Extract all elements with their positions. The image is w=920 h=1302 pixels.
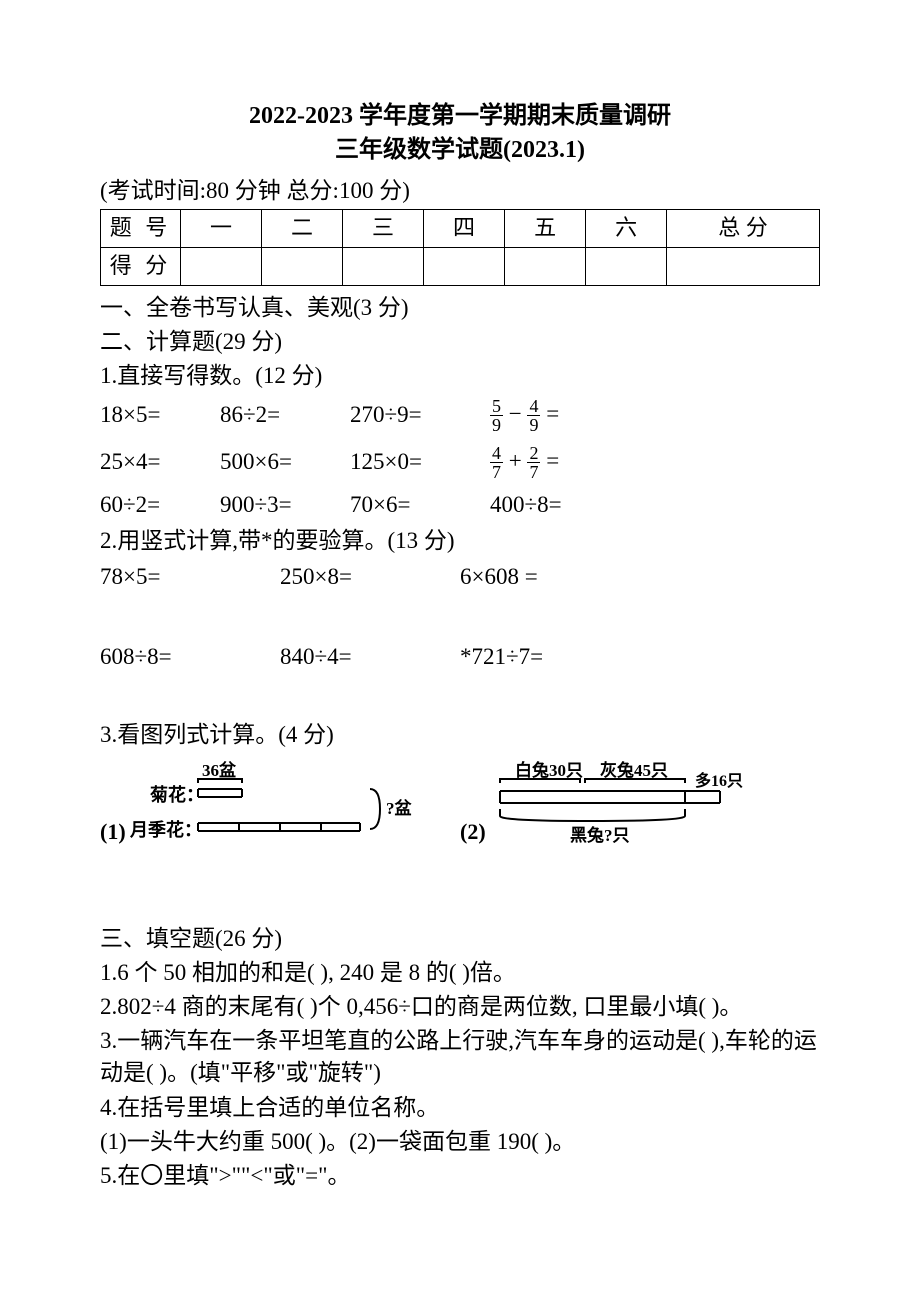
denominator: 9 bbox=[527, 416, 540, 434]
denominator: 9 bbox=[490, 416, 503, 434]
calc-item: 270÷9= bbox=[350, 399, 490, 431]
calc-item: 78×5= bbox=[100, 561, 280, 593]
calc-item: 400÷8= bbox=[490, 489, 562, 521]
numerator: 2 bbox=[527, 444, 540, 463]
section-2-1: 1.直接写得数。(12 分) bbox=[100, 360, 820, 392]
diagram-2-label4: 黑兔?只 bbox=[570, 825, 630, 845]
calc-row: 18×5= 86÷2= 270÷9= 59 − 49 = bbox=[100, 397, 820, 434]
calc-item: 608÷8= bbox=[100, 641, 280, 673]
diagram-1-label2: 月季花： bbox=[129, 819, 202, 840]
diagram-1-svg: 36盆 菊花： 月季花： ?盆 (1) bbox=[100, 761, 420, 851]
fraction: 49 bbox=[527, 397, 540, 434]
table-row: 得 分 bbox=[101, 248, 820, 286]
table-header: 题 号 bbox=[101, 210, 181, 248]
calc-row: 60÷2= 900÷3= 70×6= 400÷8= bbox=[100, 489, 820, 521]
section-3-4: 4.在括号里填上合适的单位名称。 bbox=[100, 1092, 820, 1124]
equals: = bbox=[546, 447, 559, 472]
fraction: 59 bbox=[490, 397, 503, 434]
table-cell bbox=[505, 248, 586, 286]
calc-item: 70×6= bbox=[350, 489, 490, 521]
section-1: 一、全卷书写认真、美观(3 分) bbox=[100, 292, 820, 324]
operator: − bbox=[509, 400, 522, 425]
denominator: 7 bbox=[527, 463, 540, 481]
diagram-1-value1: 36盆 bbox=[202, 761, 237, 780]
diagram-2-svg: 白兔30只 灰兔45只 多16只 黑兔?只 (2) bbox=[460, 761, 780, 851]
calc-item: 6×608 = bbox=[460, 561, 538, 593]
section-3-2: 2.802÷4 商的末尾有( )个 0,456÷口的商是两位数, 口里最小填( … bbox=[100, 991, 820, 1023]
calc-row: 608÷8= 840÷4= *721÷7= bbox=[100, 641, 820, 673]
table-row: 题 号 一 二 三 四 五 六 总 分 bbox=[101, 210, 820, 248]
calc-item: 125×0= bbox=[350, 446, 490, 478]
diagram-1: 36盆 菊花： 月季花： ?盆 (1) bbox=[100, 761, 420, 860]
table-header: 三 bbox=[343, 210, 424, 248]
calc-item: 840÷4= bbox=[280, 641, 460, 673]
calc-item: 18×5= bbox=[100, 399, 220, 431]
calc-row: 25×4= 500×6= 125×0= 47 + 27 = bbox=[100, 444, 820, 481]
denominator: 7 bbox=[490, 463, 503, 481]
table-header: 总 分 bbox=[667, 210, 820, 248]
section-3-1: 1.6 个 50 相加的和是( ), 240 是 8 的( )倍。 bbox=[100, 957, 820, 989]
calc-item: 86÷2= bbox=[220, 399, 350, 431]
section-3-5: 5.在〇里填">""<"或"="。 bbox=[100, 1160, 820, 1192]
numerator: 4 bbox=[490, 444, 503, 463]
exam-info: (考试时间:80 分钟 总分:100 分) bbox=[100, 175, 820, 207]
calc-item: *721÷7= bbox=[460, 641, 543, 673]
diagram-2: 白兔30只 灰兔45只 多16只 黑兔?只 (2) bbox=[460, 761, 780, 860]
diagram-2-label2: 灰兔45只 bbox=[600, 761, 668, 780]
diagram-2-label3: 多16只 bbox=[695, 771, 743, 790]
table-cell bbox=[181, 248, 262, 286]
section-3-3: 3.一辆汽车在一条平坦笔直的公路上行驶,汽车车身的运动是( ),车轮的运动是( … bbox=[100, 1025, 820, 1089]
table-header: 六 bbox=[586, 210, 667, 248]
section-3: 三、填空题(26 分) bbox=[100, 923, 820, 955]
operator: + bbox=[509, 447, 522, 472]
equals: = bbox=[546, 400, 559, 425]
diagram-1-label1: 菊花： bbox=[150, 784, 204, 805]
section-2-3: 3.看图列式计算。(4 分) bbox=[100, 719, 820, 751]
numerator: 5 bbox=[490, 397, 503, 416]
title-line-2: 三年级数学试题(2023.1) bbox=[100, 134, 820, 168]
table-cell: 得 分 bbox=[101, 248, 181, 286]
diagram-1-prefix: (1) bbox=[100, 819, 126, 844]
calc-item: 900÷3= bbox=[220, 489, 350, 521]
diagram-1-value2: ?盆 bbox=[386, 798, 413, 818]
table-header: 二 bbox=[262, 210, 343, 248]
calc-item: 25×4= bbox=[100, 446, 220, 478]
table-cell bbox=[262, 248, 343, 286]
table-header: 五 bbox=[505, 210, 586, 248]
numerator: 4 bbox=[527, 397, 540, 416]
section-2: 二、计算题(29 分) bbox=[100, 326, 820, 358]
calc-row: 78×5= 250×8= 6×608 = bbox=[100, 561, 820, 593]
calc-item-frac: 59 − 49 = bbox=[490, 397, 559, 434]
table-cell bbox=[424, 248, 505, 286]
diagram-row: 36盆 菊花： 月季花： ?盆 (1) 白兔30只 灰兔45只 bbox=[100, 761, 820, 860]
diagram-2-label1: 白兔30只 bbox=[515, 761, 583, 780]
calc-item: 500×6= bbox=[220, 446, 350, 478]
fraction: 27 bbox=[527, 444, 540, 481]
calc-item: 250×8= bbox=[280, 561, 460, 593]
table-cell bbox=[586, 248, 667, 286]
calc-item: 60÷2= bbox=[100, 489, 220, 521]
table-cell bbox=[667, 248, 820, 286]
calc-item-frac: 47 + 27 = bbox=[490, 444, 559, 481]
fraction: 47 bbox=[490, 444, 503, 481]
section-3-4-sub: (1)一头牛大约重 500( )。(2)一袋面包重 190( )。 bbox=[100, 1126, 820, 1158]
diagram-2-prefix: (2) bbox=[460, 819, 486, 844]
section-2-2: 2.用竖式计算,带*的要验算。(13 分) bbox=[100, 525, 820, 557]
score-table: 题 号 一 二 三 四 五 六 总 分 得 分 bbox=[100, 209, 820, 286]
title-line-1: 2022-2023 学年度第一学期期末质量调研 bbox=[100, 100, 820, 134]
table-header: 一 bbox=[181, 210, 262, 248]
table-header: 四 bbox=[424, 210, 505, 248]
table-cell bbox=[343, 248, 424, 286]
